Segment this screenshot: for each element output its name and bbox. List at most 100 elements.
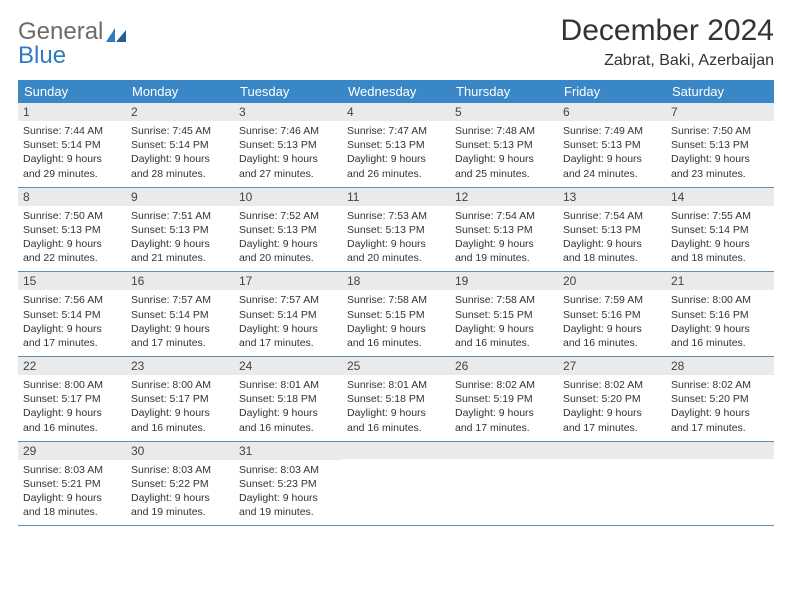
calendar-cell: 13Sunrise: 7:54 AMSunset: 5:13 PMDayligh… [558,187,666,272]
day-number: 10 [234,188,342,206]
calendar-cell: 21Sunrise: 8:00 AMSunset: 5:16 PMDayligh… [666,272,774,357]
weekday-header: Thursday [450,80,558,103]
calendar-cell: 29Sunrise: 8:03 AMSunset: 5:21 PMDayligh… [18,441,126,526]
logo: General Blue [18,14,127,68]
calendar-row: 22Sunrise: 8:00 AMSunset: 5:17 PMDayligh… [18,357,774,442]
calendar-cell: 9Sunrise: 7:51 AMSunset: 5:13 PMDaylight… [126,187,234,272]
day-number: 7 [666,103,774,121]
calendar-cell: 28Sunrise: 8:02 AMSunset: 5:20 PMDayligh… [666,357,774,442]
calendar-cell: 3Sunrise: 7:46 AMSunset: 5:13 PMDaylight… [234,103,342,187]
calendar-row: 8Sunrise: 7:50 AMSunset: 5:13 PMDaylight… [18,187,774,272]
day-number: 26 [450,357,558,375]
header: General Blue December 2024 Zabrat, Baki,… [18,14,774,70]
day-body: Sunrise: 7:54 AMSunset: 5:13 PMDaylight:… [558,206,666,272]
weekday-header: Monday [126,80,234,103]
weekday-header: Friday [558,80,666,103]
day-body: Sunrise: 8:02 AMSunset: 5:20 PMDaylight:… [666,375,774,441]
weekday-header: Sunday [18,80,126,103]
day-number: 3 [234,103,342,121]
day-number: 22 [18,357,126,375]
calendar-cell: 16Sunrise: 7:57 AMSunset: 5:14 PMDayligh… [126,272,234,357]
day-body: Sunrise: 7:58 AMSunset: 5:15 PMDaylight:… [450,290,558,356]
day-number: 20 [558,272,666,290]
day-number: 12 [450,188,558,206]
day-body: Sunrise: 7:54 AMSunset: 5:13 PMDaylight:… [450,206,558,272]
day-number: 15 [18,272,126,290]
location-label: Zabrat, Baki, Azerbaijan [561,52,774,70]
day-number: 4 [342,103,450,121]
day-number: 28 [666,357,774,375]
calendar-cell: 5Sunrise: 7:48 AMSunset: 5:13 PMDaylight… [450,103,558,187]
day-body: Sunrise: 8:00 AMSunset: 5:17 PMDaylight:… [18,375,126,441]
calendar-cell: 25Sunrise: 8:01 AMSunset: 5:18 PMDayligh… [342,357,450,442]
day-number: 24 [234,357,342,375]
day-number: 11 [342,188,450,206]
weekday-header: Wednesday [342,80,450,103]
calendar-cell: 4Sunrise: 7:47 AMSunset: 5:13 PMDaylight… [342,103,450,187]
calendar-row: 29Sunrise: 8:03 AMSunset: 5:21 PMDayligh… [18,441,774,526]
calendar-cell-empty [666,441,774,526]
day-number: 2 [126,103,234,121]
logo-word-blue: Blue [18,44,127,68]
calendar-cell: 15Sunrise: 7:56 AMSunset: 5:14 PMDayligh… [18,272,126,357]
day-body: Sunrise: 8:01 AMSunset: 5:18 PMDaylight:… [342,375,450,441]
day-body: Sunrise: 7:45 AMSunset: 5:14 PMDaylight:… [126,121,234,187]
weekday-header: Tuesday [234,80,342,103]
day-body: Sunrise: 8:02 AMSunset: 5:20 PMDaylight:… [558,375,666,441]
page-title: December 2024 [561,14,774,48]
logo-word-general: General [18,20,103,44]
day-body: Sunrise: 8:00 AMSunset: 5:16 PMDaylight:… [666,290,774,356]
day-body: Sunrise: 7:46 AMSunset: 5:13 PMDaylight:… [234,121,342,187]
day-body: Sunrise: 7:57 AMSunset: 5:14 PMDaylight:… [234,290,342,356]
day-body: Sunrise: 7:58 AMSunset: 5:15 PMDaylight:… [342,290,450,356]
day-body: Sunrise: 7:59 AMSunset: 5:16 PMDaylight:… [558,290,666,356]
day-number: 17 [234,272,342,290]
day-number-empty [666,442,774,459]
day-number: 29 [18,442,126,460]
calendar-cell: 14Sunrise: 7:55 AMSunset: 5:14 PMDayligh… [666,187,774,272]
day-body: Sunrise: 7:44 AMSunset: 5:14 PMDaylight:… [18,121,126,187]
calendar-row: 15Sunrise: 7:56 AMSunset: 5:14 PMDayligh… [18,272,774,357]
day-body: Sunrise: 8:03 AMSunset: 5:21 PMDaylight:… [18,460,126,526]
calendar-cell: 7Sunrise: 7:50 AMSunset: 5:13 PMDaylight… [666,103,774,187]
day-number: 13 [558,188,666,206]
day-number-empty [558,442,666,459]
day-number: 31 [234,442,342,460]
calendar-cell: 26Sunrise: 8:02 AMSunset: 5:19 PMDayligh… [450,357,558,442]
calendar-cell: 20Sunrise: 7:59 AMSunset: 5:16 PMDayligh… [558,272,666,357]
day-body-empty [450,459,558,519]
calendar-cell: 27Sunrise: 8:02 AMSunset: 5:20 PMDayligh… [558,357,666,442]
calendar-cell: 2Sunrise: 7:45 AMSunset: 5:14 PMDaylight… [126,103,234,187]
calendar-cell: 11Sunrise: 7:53 AMSunset: 5:13 PMDayligh… [342,187,450,272]
calendar-body: 1Sunrise: 7:44 AMSunset: 5:14 PMDaylight… [18,103,774,526]
day-number: 14 [666,188,774,206]
calendar-cell-empty [450,441,558,526]
calendar-table: Sunday Monday Tuesday Wednesday Thursday… [18,80,774,526]
day-body: Sunrise: 8:01 AMSunset: 5:18 PMDaylight:… [234,375,342,441]
day-body-empty [558,459,666,519]
calendar-cell: 12Sunrise: 7:54 AMSunset: 5:13 PMDayligh… [450,187,558,272]
day-body: Sunrise: 7:56 AMSunset: 5:14 PMDaylight:… [18,290,126,356]
calendar-cell: 1Sunrise: 7:44 AMSunset: 5:14 PMDaylight… [18,103,126,187]
day-body: Sunrise: 7:55 AMSunset: 5:14 PMDaylight:… [666,206,774,272]
day-body: Sunrise: 7:48 AMSunset: 5:13 PMDaylight:… [450,121,558,187]
day-number: 27 [558,357,666,375]
day-body: Sunrise: 8:02 AMSunset: 5:19 PMDaylight:… [450,375,558,441]
calendar-cell: 10Sunrise: 7:52 AMSunset: 5:13 PMDayligh… [234,187,342,272]
day-body: Sunrise: 8:00 AMSunset: 5:17 PMDaylight:… [126,375,234,441]
calendar-cell: 23Sunrise: 8:00 AMSunset: 5:17 PMDayligh… [126,357,234,442]
day-number: 6 [558,103,666,121]
calendar-cell: 17Sunrise: 7:57 AMSunset: 5:14 PMDayligh… [234,272,342,357]
day-number: 21 [666,272,774,290]
title-block: December 2024 Zabrat, Baki, Azerbaijan [561,14,774,70]
day-body: Sunrise: 8:03 AMSunset: 5:23 PMDaylight:… [234,460,342,526]
day-body: Sunrise: 7:50 AMSunset: 5:13 PMDaylight:… [666,121,774,187]
day-body: Sunrise: 7:53 AMSunset: 5:13 PMDaylight:… [342,206,450,272]
day-number: 30 [126,442,234,460]
weekday-header-row: Sunday Monday Tuesday Wednesday Thursday… [18,80,774,103]
calendar-cell: 8Sunrise: 7:50 AMSunset: 5:13 PMDaylight… [18,187,126,272]
calendar-cell: 24Sunrise: 8:01 AMSunset: 5:18 PMDayligh… [234,357,342,442]
calendar-cell: 31Sunrise: 8:03 AMSunset: 5:23 PMDayligh… [234,441,342,526]
day-body: Sunrise: 7:49 AMSunset: 5:13 PMDaylight:… [558,121,666,187]
weekday-header: Saturday [666,80,774,103]
